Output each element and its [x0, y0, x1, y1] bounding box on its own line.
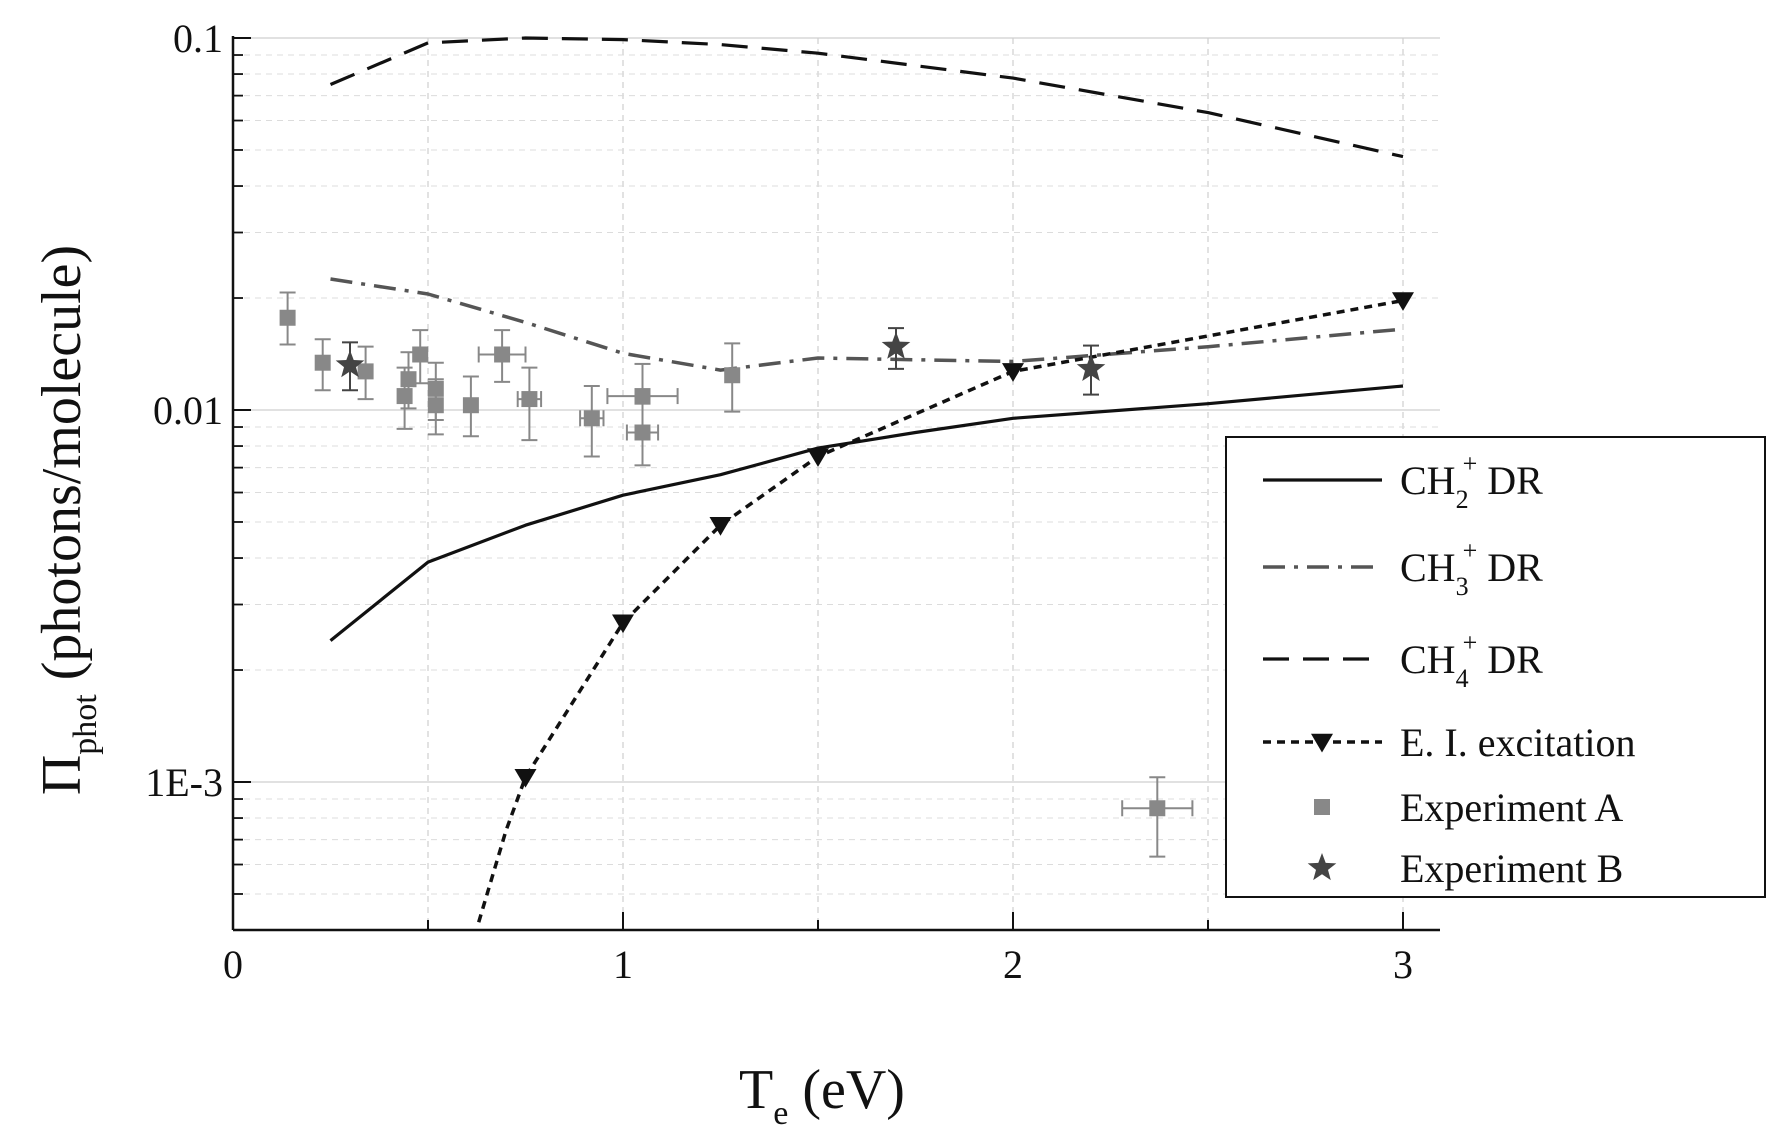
legend-item: Experiment B — [1307, 846, 1623, 891]
scatter-marker-square — [1149, 800, 1166, 817]
scatter-marker-star — [1307, 853, 1337, 881]
x-tick-label: 3 — [1393, 942, 1413, 987]
legend-item: CH3+ DR — [1263, 536, 1543, 601]
scatter-marker-square — [314, 354, 331, 371]
scatter-marker-square — [462, 397, 479, 414]
y-tick-label: 0.1 — [173, 16, 223, 61]
legend-item: CH4+ DR — [1263, 628, 1543, 693]
legend-label: CH4+ DR — [1400, 628, 1543, 693]
scatter-marker-square — [521, 391, 538, 408]
legend-marker-square — [1314, 799, 1330, 815]
scatter-marker-star — [335, 350, 365, 378]
y-axis-title-base: Π — [31, 755, 93, 795]
scatter-marker-square — [634, 388, 651, 405]
y-tick-label: 0.01 — [153, 388, 223, 433]
y-axis-title-rest: (photons/molecule) — [31, 245, 93, 694]
series-marker-triangle — [514, 768, 537, 788]
scatter-marker-square — [396, 388, 413, 405]
series-line — [329, 384, 1404, 642]
scatter-marker-square — [724, 367, 741, 384]
series-marker-triangle — [612, 614, 634, 634]
series-2 — [330, 277, 1404, 372]
axes — [231, 36, 1440, 932]
legend-item: E. I. excitation — [1263, 720, 1635, 765]
series-line — [477, 298, 1404, 923]
legend-label: Experiment A — [1400, 785, 1623, 830]
tick-labels: 0 1 2 3 1E-3 0.01 0.1 — [145, 16, 1413, 987]
scatter-marker-square — [279, 309, 296, 326]
legend-item: Experiment A — [1314, 785, 1623, 830]
legend-label: CH2+ DR — [1400, 449, 1543, 514]
y-tick-label: 1E-3 — [145, 760, 223, 805]
series-line — [329, 36, 1404, 159]
scatter-marker-star — [1076, 353, 1106, 381]
x-tick-label: 2 — [1003, 942, 1023, 987]
series-1 — [329, 384, 1404, 642]
legend-box — [1225, 436, 1766, 898]
x-tick-label: 0 — [223, 942, 243, 987]
x-axis-title: Te (eV) — [739, 1059, 905, 1132]
series-marker-triangle — [709, 516, 732, 536]
scatter-2 — [335, 327, 1106, 396]
scatter-marker-square — [412, 346, 429, 363]
series-layer — [329, 36, 1414, 923]
series-3 — [329, 36, 1404, 159]
legend-item: CH2+ DR — [1263, 449, 1543, 514]
x-axis-title-base: T — [739, 1059, 773, 1121]
scatter-marker-square — [357, 363, 374, 380]
x-tick-label: 1 — [613, 942, 633, 987]
series-marker-triangle — [1311, 733, 1333, 753]
scatter-1 — [279, 291, 1194, 858]
series-marker-triangle — [1392, 292, 1414, 311]
legend-label: CH3+ DR — [1400, 536, 1543, 601]
scatter-marker-square — [634, 424, 651, 441]
series-4 — [477, 292, 1414, 923]
legend-label: E. I. excitation — [1400, 720, 1635, 765]
scatter-marker-square — [427, 397, 444, 414]
legend: CH2+ DR CH3+ DR CH4+ DR E. I. excitation Exp… — [1225, 436, 1766, 898]
x-axis-title-sub: e — [773, 1095, 788, 1132]
legend-label: Experiment B — [1400, 846, 1623, 891]
series-marker-triangle — [807, 448, 829, 467]
series-line — [330, 277, 1404, 372]
y-axis-title: Πphot (photons/molecule) — [31, 245, 104, 795]
y-axis-title-sub: phot — [67, 694, 104, 755]
scatter-marker-square — [583, 410, 600, 427]
x-axis-title-rest: (eV) — [788, 1059, 905, 1121]
series-marker-triangle — [1002, 363, 1024, 382]
scatter-layer — [279, 291, 1194, 858]
scatter-marker-square — [400, 371, 417, 388]
scatter-marker-star — [881, 331, 911, 359]
scatter-marker-square — [494, 346, 511, 363]
